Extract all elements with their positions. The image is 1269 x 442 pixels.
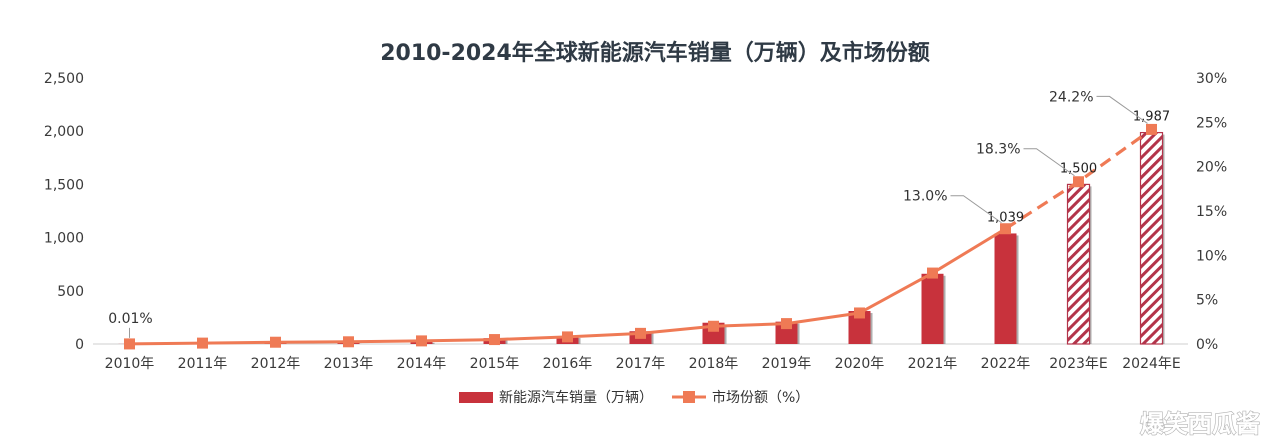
x-tick-label: 2016年 xyxy=(543,356,593,372)
bar-series xyxy=(118,131,1165,345)
y-right-tick-label: 15% xyxy=(1196,204,1227,220)
share-marker xyxy=(635,327,646,339)
x-tick-label: 2014年 xyxy=(397,356,447,372)
bar-value-label: 1,039 xyxy=(987,210,1024,225)
line-series xyxy=(124,123,1157,350)
leader-line xyxy=(950,195,1002,224)
y-right-tick-label: 20% xyxy=(1196,160,1227,176)
bar-value-label: 1,987 xyxy=(1133,110,1170,125)
share-value-label: 13.0% xyxy=(903,189,947,205)
legend: 新能源汽车销量（万辆） 市场份额（%） xyxy=(459,389,809,406)
share-marker xyxy=(124,338,135,350)
share-marker xyxy=(1146,123,1157,135)
share-marker xyxy=(781,318,792,330)
y-left-tick-label: 1,000 xyxy=(44,231,84,247)
data-labels: 1,039 1,500 1,987 0.01% 13.0% 18.3% 24.2% xyxy=(108,89,1170,338)
x-tick-label: 2012年 xyxy=(251,356,301,372)
y-left-tick-label: 2,500 xyxy=(44,71,84,87)
y-left-tick-label: 500 xyxy=(57,284,84,300)
x-tick-label: 2024年E xyxy=(1122,356,1180,372)
x-tick-label: 2013年 xyxy=(324,356,374,372)
share-value-label: 0.01% xyxy=(108,311,152,327)
share-marker xyxy=(1000,223,1011,235)
x-tick-label: 2010年 xyxy=(105,356,155,372)
share-marker xyxy=(343,336,354,348)
legend-bar-label: 新能源汽车销量（万辆） xyxy=(499,389,653,406)
chart-title: 2010-2024年全球新能源汽车销量（万辆）及市场份额 xyxy=(380,40,930,66)
leader-line xyxy=(1023,148,1075,177)
bar-projected xyxy=(1139,131,1164,345)
share-marker xyxy=(270,336,281,348)
share-marker xyxy=(854,307,865,319)
x-tick-label: 2018年 xyxy=(689,356,739,372)
share-marker xyxy=(927,267,938,279)
bar xyxy=(921,273,944,344)
y-right-tick-label: 5% xyxy=(1196,293,1218,309)
share-line-solid xyxy=(129,227,1007,346)
legend-line-label: 市场份额（%） xyxy=(712,389,809,406)
leader-line xyxy=(1096,95,1148,124)
y-right-tick-label: 10% xyxy=(1196,248,1227,264)
y-right-tick-label: 30% xyxy=(1196,71,1227,87)
legend-bar-swatch xyxy=(459,392,493,403)
bar-projected xyxy=(1066,183,1091,345)
y-right-tick-label: 0% xyxy=(1196,337,1218,353)
share-marker xyxy=(562,331,573,343)
x-tick-label: 2019年 xyxy=(762,356,812,372)
share-marker xyxy=(197,337,208,349)
x-tick-label: 2021年 xyxy=(908,356,958,372)
bar xyxy=(848,311,871,344)
y-left-tick-label: 2,000 xyxy=(44,124,84,140)
x-tick-label: 2023年E xyxy=(1049,356,1107,372)
legend-line-marker xyxy=(683,391,695,403)
x-tick-label: 2020年 xyxy=(835,356,885,372)
share-value-label: 24.2% xyxy=(1049,89,1093,105)
x-tick-label: 2017年 xyxy=(616,356,666,372)
axes: 0 500 1,000 1,500 2,000 2,500 0% 5% 10% 15% 20% 25%… xyxy=(44,71,1227,372)
x-tick-label: 2022年 xyxy=(981,356,1031,372)
share-marker xyxy=(1073,176,1084,188)
share-marker xyxy=(708,320,719,332)
share-marker xyxy=(489,334,500,346)
share-marker xyxy=(416,335,427,347)
x-tick-label: 2015年 xyxy=(470,356,520,372)
y-left-tick-label: 0 xyxy=(75,337,84,353)
y-left-tick-label: 1,500 xyxy=(44,177,84,193)
y-right-tick-label: 25% xyxy=(1196,115,1227,131)
watermark: 爆笑西瓜酱 xyxy=(1140,410,1260,438)
bar-value-label: 1,500 xyxy=(1060,161,1097,176)
bar xyxy=(994,233,1017,344)
share-value-label: 18.3% xyxy=(976,142,1020,158)
x-tick-label: 2011年 xyxy=(178,356,228,372)
